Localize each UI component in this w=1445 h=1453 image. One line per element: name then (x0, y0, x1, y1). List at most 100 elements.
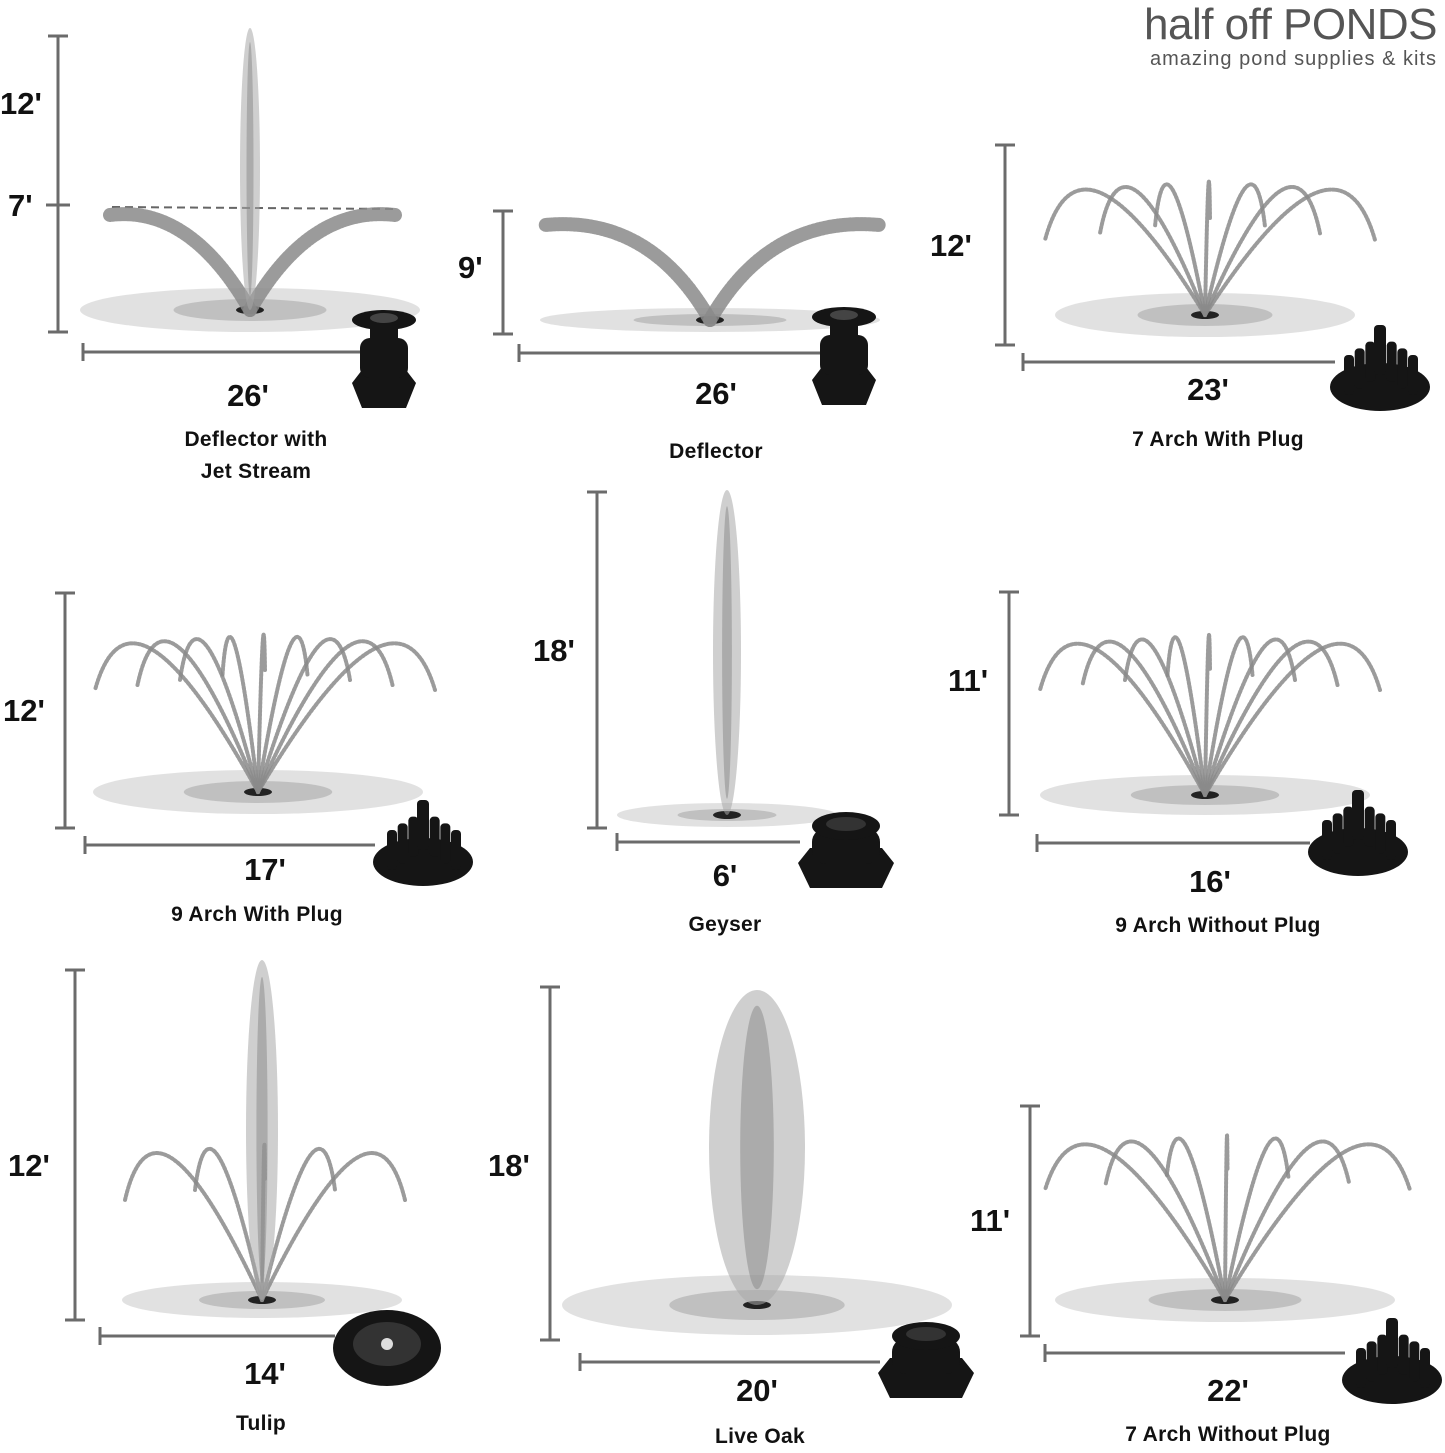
nozzle-tube (1356, 1348, 1366, 1388)
water-spray (1223, 1139, 1352, 1302)
nozzle-tube (1377, 1334, 1388, 1375)
water-spray (1043, 1142, 1227, 1302)
nozzle-name: Live Oak (715, 1425, 805, 1448)
nozzle-name: Deflector (669, 440, 763, 463)
logo-tagline: amazing pond supplies & kits (1149, 48, 1437, 70)
nozzle-grate (826, 817, 866, 831)
water-spray (1223, 1133, 1230, 1302)
nozzle-opening (370, 313, 398, 323)
nozzle-tube (1354, 348, 1365, 389)
nozzle-tube (1332, 813, 1343, 854)
water-spray (1203, 633, 1212, 797)
nozzle-name: 7 Arch Without Plug (1125, 1423, 1331, 1446)
nozzle-tube (1409, 1341, 1420, 1382)
nozzle-grate (906, 1327, 946, 1341)
nozzle-neck (370, 320, 398, 342)
arch-nozzle-icon (373, 800, 473, 886)
water-spray (1223, 1136, 1291, 1302)
logo-title: half off PONDS (1144, 0, 1438, 49)
water-spray (1203, 187, 1377, 317)
arch-nozzle-icon (1330, 325, 1430, 411)
water-spray (1080, 639, 1207, 797)
water-spray (1164, 1136, 1227, 1302)
geyser-nozzle-icon (878, 1322, 974, 1398)
height-label: 12' (3, 693, 45, 728)
water-spray (1153, 182, 1207, 317)
water-spray (260, 1146, 337, 1302)
arch-nozzle-icon (1342, 1318, 1442, 1404)
width-label: 6' (712, 858, 738, 893)
nozzle-name: Geyser (688, 913, 762, 936)
water-spray (1203, 637, 1297, 797)
nozzle-tube (1344, 355, 1354, 395)
nozzle-body (820, 335, 868, 375)
deflector-nozzle-icon (352, 310, 416, 408)
water-spray (193, 1146, 264, 1302)
water-spray (220, 635, 260, 794)
nozzle-tube (1386, 820, 1396, 860)
water-jet-core (740, 1005, 774, 1290)
water-spray (103, 207, 257, 317)
arch-nozzle-icon (1308, 790, 1408, 876)
water-spray (1203, 635, 1255, 797)
water-spray (1223, 1142, 1412, 1302)
water-spray (256, 632, 267, 794)
nozzle-base (812, 367, 876, 405)
width-label: 17' (244, 852, 286, 887)
nozzle-opening (830, 310, 858, 320)
nozzle-tube-center (1352, 790, 1364, 840)
water-spray (243, 207, 402, 317)
height-label: 9' (458, 250, 483, 285)
width-label: 23' (1187, 372, 1229, 407)
nozzle-tube (1366, 1341, 1377, 1382)
nozzle-tube (1343, 806, 1354, 847)
water-spray (1203, 185, 1322, 317)
nozzle-name: 9 Arch Without Plug (1115, 914, 1321, 937)
height-label: 12' (0, 86, 42, 121)
height-label: 12' (8, 1148, 50, 1183)
water-spray (1043, 187, 1207, 317)
water-spray (1123, 637, 1207, 797)
nozzle-tube (1322, 820, 1332, 860)
height-label: 11' (970, 1203, 1011, 1238)
nozzle-tube-center (1374, 325, 1386, 375)
width-label: 16' (1189, 864, 1231, 899)
water-spray (1038, 641, 1207, 797)
water-spray (256, 637, 352, 794)
nozzle-name: Deflector with Jet Stream (184, 428, 328, 483)
nozzle-tube (1386, 341, 1397, 382)
water-spray (1103, 1139, 1227, 1302)
nozzle-tube-center (417, 800, 429, 850)
height-label: 18' (533, 633, 575, 668)
nozzle-opening (381, 1338, 393, 1350)
nozzle-tube (1408, 355, 1418, 395)
water-spray (703, 217, 887, 327)
nozzle-tube (397, 823, 408, 864)
nozzle-tube (1397, 348, 1408, 389)
nozzle-tube (387, 830, 397, 870)
water-jet-core (722, 506, 732, 799)
width-label: 22' (1207, 1373, 1249, 1408)
water-spray (1203, 639, 1340, 797)
secondary-height-label: 7' (8, 188, 33, 223)
nozzle-tube-center (1386, 1318, 1398, 1368)
height-label: 12' (930, 228, 972, 263)
width-label: 14' (244, 1356, 286, 1391)
nozzle-tube (440, 823, 451, 864)
water-spray (1098, 185, 1207, 317)
water-spray (1203, 641, 1382, 797)
water-spray (1165, 635, 1207, 797)
water-spray (256, 639, 395, 794)
water-spray (135, 639, 260, 794)
water-spray (123, 1151, 264, 1302)
deflector-nozzle-icon (812, 307, 876, 405)
water-spray (178, 637, 260, 794)
width-label: 20' (736, 1373, 778, 1408)
nozzle-name: 7 Arch With Plug (1132, 428, 1304, 451)
water-spray (256, 641, 437, 794)
height-label: 18' (488, 1148, 530, 1183)
nozzle-tube (1375, 813, 1386, 854)
nozzle-tube (1398, 1334, 1409, 1375)
water-jet-core (246, 42, 254, 296)
